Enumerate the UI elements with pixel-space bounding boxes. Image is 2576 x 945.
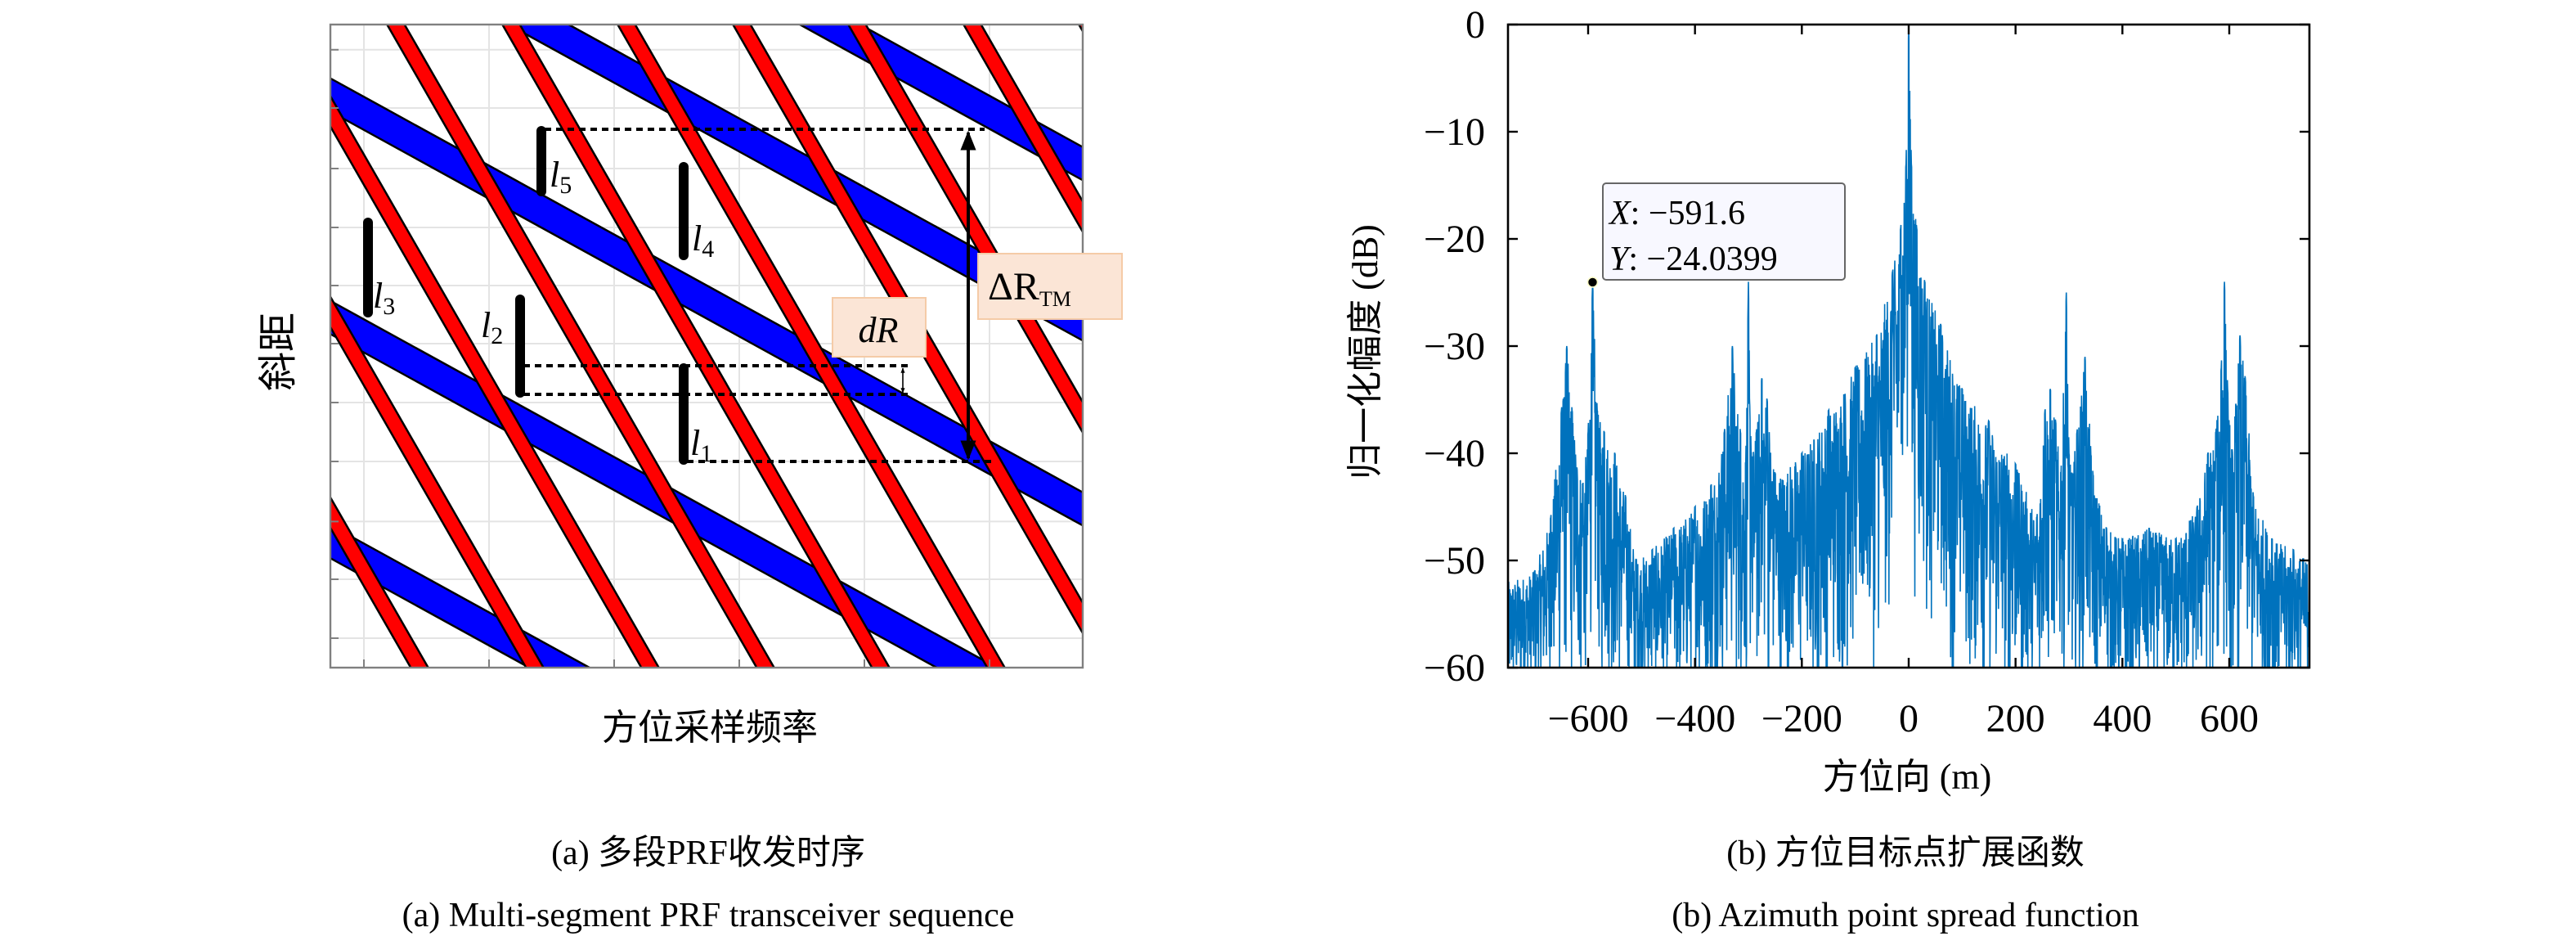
x-tick-label: −600 <box>1547 697 1628 740</box>
diagram-a-bands <box>330 25 1083 668</box>
segment-label-l3: l3 <box>373 276 395 320</box>
x-tick-label: 600 <box>2200 697 2259 740</box>
x-tick-label: 0 <box>1899 697 1919 740</box>
diagram-a-ticks <box>330 48 990 668</box>
diagram-a-frame <box>329 23 1084 669</box>
x-tick-label: −400 <box>1654 697 1735 740</box>
blue-band <box>801 25 1083 179</box>
diagram-a-xlabel: 方位采样频率 <box>602 708 818 748</box>
red-band <box>618 25 1004 668</box>
chart-b-xlabel: 方位向 (m) <box>1823 757 1992 797</box>
red-band <box>330 299 543 668</box>
delta-r-label-box: ΔRTM <box>977 253 1123 320</box>
dr-label-box: dR <box>832 297 927 358</box>
red-band <box>388 25 774 668</box>
segment-bars <box>363 126 689 465</box>
segment-label-l4: l4 <box>692 218 714 263</box>
reference-lines <box>523 128 994 463</box>
red-band <box>964 25 1083 230</box>
datatip-marker[interactable] <box>1586 277 1599 288</box>
y-tick-label: −30 <box>1424 325 1485 368</box>
datatip-x: X: −591.6 <box>1608 195 1745 232</box>
caption-b-zh: (b) 方位目标点扩展函数 <box>1726 834 2084 872</box>
y-tick-label: −50 <box>1424 539 1485 583</box>
datatip-y: Y: −24.0399 <box>1609 241 1778 278</box>
y-tick-label: −60 <box>1424 646 1485 690</box>
caption-b-en: (b) Azimuth point spread function <box>1672 897 2139 934</box>
red-band <box>330 98 658 668</box>
red-band <box>1079 25 1083 29</box>
psf-series-line <box>1508 25 2309 668</box>
delta-r-label: ΔRTM <box>988 265 1071 311</box>
segment-label-l2: l2 <box>481 305 503 349</box>
chart-b-ticks <box>1508 23 2309 669</box>
caption-a-en: (a) Multi-segment PRF transceiver sequen… <box>402 897 1015 934</box>
y-tick-label: −20 <box>1424 218 1485 261</box>
dr-label: dR <box>859 310 899 350</box>
datatip-box <box>1602 182 1846 281</box>
x-tick-label: 400 <box>2093 697 2152 740</box>
blue-band <box>330 302 995 668</box>
chart-b-tick-labels: −600 −400 −200 0 200 400 600 0 −10 −20 −30 −40 −50 −6… <box>1424 3 2259 740</box>
caption-a-zh: (a) 多段PRF收发时序 <box>551 835 865 872</box>
red-band <box>330 499 428 668</box>
x-tick-label: 200 <box>1986 697 2045 740</box>
segment-label-l1: l1 <box>690 423 712 467</box>
red-band <box>503 25 889 668</box>
segment-labels: l1 l2 l3 l4 l5 <box>373 155 714 467</box>
chart-b-ylabel: 归一化幅度 (dB) <box>1345 224 1385 479</box>
diagram-a: l1 l2 l3 l4 l5 dR ΔRTM 斜距 方位采样频率 (a) 多段P… <box>257 23 1123 934</box>
segment-label-l5: l5 <box>550 155 572 199</box>
chart-b: −600 −400 −200 0 200 400 600 0 −10 −20 −30 −40 −50 −6… <box>1345 3 2311 934</box>
y-tick-label: −10 <box>1424 110 1485 154</box>
diagram-a-ylabel: 斜距 <box>257 313 300 391</box>
y-tick-label: 0 <box>1465 3 1485 47</box>
y-tick-label: −40 <box>1424 432 1485 475</box>
x-tick-label: −200 <box>1761 697 1842 740</box>
datatip[interactable]: X: −591.6 Y: −24.0399 <box>1586 182 1846 288</box>
